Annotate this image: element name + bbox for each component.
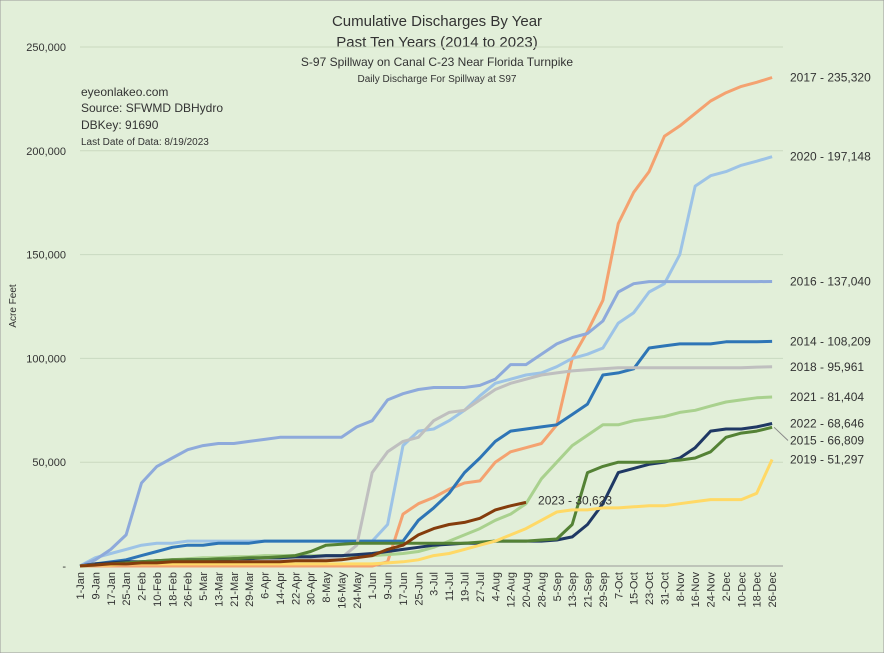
x-tick-label: 30-Apr (306, 572, 318, 605)
x-tick-label: 8-Nov (675, 572, 687, 602)
note: Last Date of Data: 8/19/2023 (81, 137, 209, 148)
end-label: 2019 - 51,297 (790, 453, 864, 467)
end-label: 2017 - 235,320 (790, 70, 871, 84)
x-tick-label: 10-Dec (736, 572, 748, 608)
end-label: 2014 - 108,209 (790, 334, 871, 348)
x-tick-label: 13-Sep (567, 572, 579, 607)
x-tick-label: 8-May (321, 572, 333, 603)
x-tick-label: 7-Oct (613, 572, 625, 599)
x-tick-label: 24-Nov (706, 572, 718, 608)
x-tick-label: 16-Nov (690, 572, 702, 608)
x-tick-label: 28-Aug (536, 572, 548, 607)
x-tick-label: 9-Jun (383, 572, 395, 600)
x-tick-label: 25-Jan (121, 572, 133, 606)
x-tick-label: 21-Mar (229, 572, 241, 607)
leader-line (773, 426, 789, 441)
chart-subtitle: Daily Discharge For Spillway at S97 (358, 74, 517, 85)
x-tick-label: 18-Dec (752, 572, 764, 608)
end-label: 2016 - 137,040 (790, 275, 871, 289)
x-tick-label: 26-Dec (767, 572, 779, 608)
x-tick-label: 10-Feb (152, 572, 164, 607)
x-tick-label: 18-Feb (167, 572, 179, 607)
x-tick-label: 11-Jul (444, 572, 456, 601)
x-tick-label: 29-Sep (598, 572, 610, 607)
chart-subtitle: S-97 Spillway on Canal C-23 Near Florida… (301, 55, 573, 69)
y-tick-label: 200,000 (26, 146, 66, 158)
y-tick-label: 150,000 (26, 250, 66, 262)
y-tick-label: 50,000 (32, 457, 66, 469)
x-tick-label: 21-Sep (583, 572, 595, 607)
x-tick-label: 1-Jun (367, 572, 379, 600)
x-tick-label: 16-May (336, 572, 348, 609)
x-tick-label: 19-Jul (460, 572, 472, 602)
x-tick-label: 6-Apr (260, 572, 272, 599)
chart-subtitle: Past Ten Years (2014 to 2023) (336, 34, 538, 51)
x-tick-label: 14-Apr (275, 572, 287, 605)
x-tick-label: 9-Jan (90, 572, 102, 600)
y-axis-label: Acre Feet (8, 284, 19, 328)
series-line (79, 339, 773, 568)
x-tick-label: 25-Jun (413, 572, 425, 606)
chart-title: Cumulative Discharges By Year (332, 13, 542, 30)
end-label: 2021 - 81,404 (790, 390, 864, 404)
note: eyeonlakeo.com (81, 85, 168, 99)
series-line (79, 395, 773, 568)
x-tick-label: 2-Dec (721, 572, 733, 602)
x-tick-label: 24-May (352, 572, 364, 609)
y-tick-label: 250,000 (26, 42, 66, 54)
y-tick-label: - (62, 561, 66, 573)
x-tick-label: 13-Mar (213, 572, 225, 607)
x-tick-label: 12-Aug (506, 572, 518, 607)
x-tick-label: 3-Jul (429, 572, 441, 596)
end-label: 2015 - 66,809 (790, 433, 864, 447)
note: Source: SFWMD DBHydro (81, 101, 223, 115)
end-label: 2020 - 197,148 (790, 150, 871, 164)
x-tick-label: 26-Feb (183, 572, 195, 607)
x-tick-label: 17-Jun (398, 572, 410, 606)
x-tick-label: 29-Mar (244, 572, 256, 607)
x-tick-label: 27-Jul (475, 572, 487, 602)
x-tick-label: 5-Sep (552, 572, 564, 601)
x-tick-label: 5-Mar (198, 572, 210, 601)
end-label: 2022 - 68,646 (790, 416, 864, 430)
x-tick-label: 17-Jan (106, 572, 118, 606)
series-line (80, 76, 773, 568)
y-tick-label: 100,000 (26, 353, 66, 365)
series-line (79, 425, 773, 568)
x-tick-label: 31-Oct (659, 572, 671, 605)
x-tick-label: 15-Oct (629, 572, 641, 605)
x-tick-label: 1-Jan (75, 572, 87, 600)
end-label: 2023 - 30,623 (538, 493, 612, 507)
x-tick-label: 23-Oct (644, 572, 656, 605)
end-label: 2018 - 95,961 (790, 360, 864, 374)
series-line (79, 458, 774, 568)
x-tick-label: 4-Aug (490, 572, 502, 601)
series-line (79, 280, 773, 568)
x-tick-label: 2-Feb (137, 572, 149, 601)
x-tick-label: 22-Apr (290, 572, 302, 605)
series-line (79, 500, 527, 568)
note: DBKey: 91690 (81, 118, 159, 132)
x-tick-label: 20-Aug (521, 572, 533, 607)
